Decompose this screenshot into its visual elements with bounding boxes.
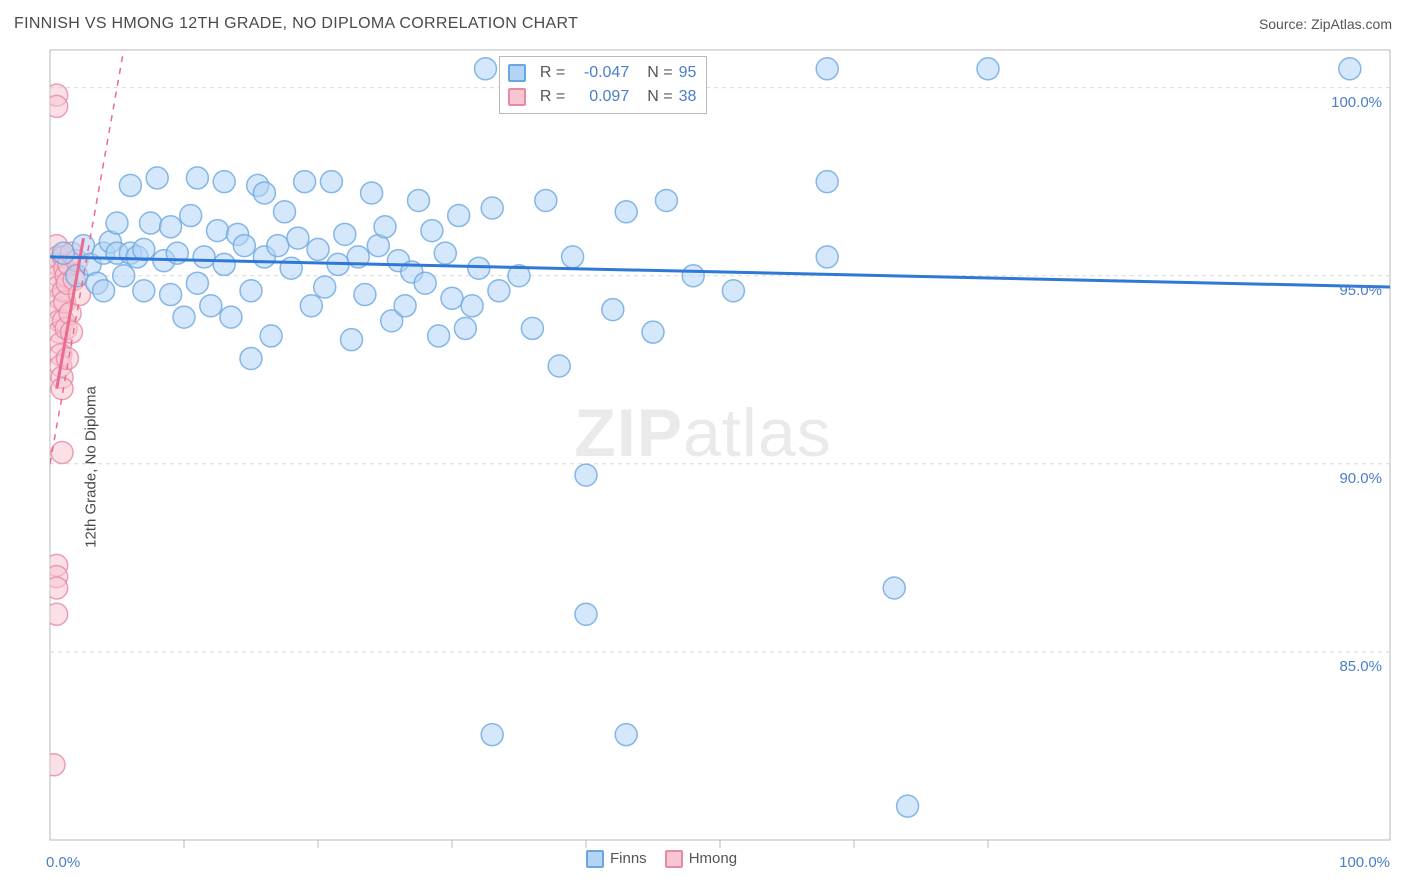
stats-swatch-finns: [508, 64, 526, 82]
legend-label: Hmong: [689, 850, 737, 867]
chart-title: FINNISH VS HMONG 12TH GRADE, NO DIPLOMA …: [14, 15, 578, 33]
series-legend: Finns Hmong: [586, 850, 737, 868]
stats-row-finns: R =-0.047N =95: [508, 61, 696, 85]
y-tick-label: 95.0%: [1339, 282, 1382, 299]
y-axis-label: 12th Grade, No Diploma: [82, 386, 99, 548]
source-label: Source: ZipAtlas.com: [1259, 16, 1392, 32]
scatter-plot: [0, 42, 1406, 892]
x-max-label: 100.0%: [1339, 854, 1390, 871]
legend-swatch-hmong: [665, 850, 683, 868]
y-tick-label: 100.0%: [1331, 94, 1382, 111]
x-min-label: 0.0%: [46, 854, 80, 871]
chart-area: 12th Grade, No Diploma ZIPatlas 85.0%90.…: [0, 42, 1406, 892]
stats-swatch-hmong: [508, 88, 526, 106]
stats-legend: R =-0.047N =95R =0.097N =38: [499, 56, 707, 114]
legend-label: Finns: [610, 850, 647, 867]
y-tick-label: 85.0%: [1339, 658, 1382, 675]
stats-row-hmong: R =0.097N =38: [508, 85, 696, 109]
legend-swatch-finns: [586, 850, 604, 868]
y-tick-label: 90.0%: [1339, 470, 1382, 487]
legend-item-finns: Finns: [586, 850, 647, 868]
legend-item-hmong: Hmong: [665, 850, 737, 868]
